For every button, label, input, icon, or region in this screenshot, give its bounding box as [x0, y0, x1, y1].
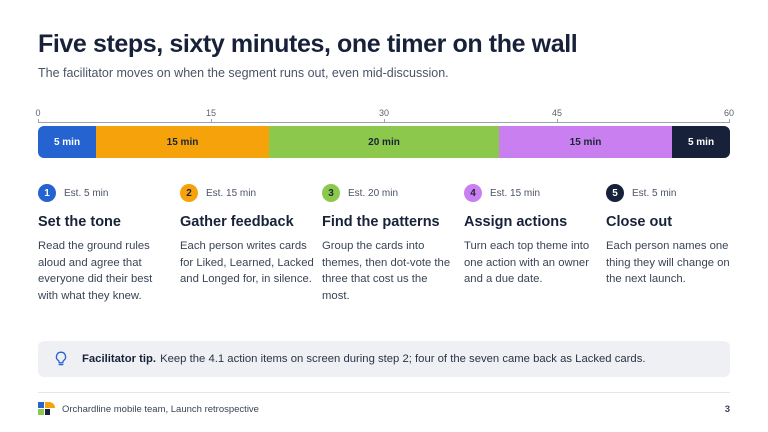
team-logo	[38, 402, 56, 416]
step-description: Each person names one thing they will ch…	[606, 240, 730, 285]
step-card: 1 Est. 5 min Set the tone Read the groun…	[38, 184, 172, 304]
step-number-badge: 1	[38, 184, 56, 202]
step-description: Read the ground rules aloud and agree th…	[38, 240, 153, 302]
step-title: Close out	[606, 214, 673, 230]
tip-label: Facilitator tip.	[82, 353, 157, 365]
timeline-segment-close-out: 5 min	[672, 126, 730, 158]
step-description: Each person writes cards for Liked, Lear…	[180, 240, 314, 285]
step-estimate: Est. 5 min	[632, 187, 677, 199]
step-title: Assign actions	[464, 214, 568, 230]
axis-tick-label: 60	[723, 108, 735, 118]
step-number-badge: 5	[606, 184, 624, 202]
axis-tick-mark	[38, 119, 39, 123]
step-estimate: Est. 15 min	[490, 187, 541, 199]
step-card: 2 Est. 15 min Gather feedback Each perso…	[180, 184, 314, 288]
step-estimate: Est. 15 min	[206, 187, 257, 199]
step-description: Turn each top theme into one action with…	[464, 240, 590, 285]
step-number-badge: 2	[180, 184, 198, 202]
axis-tick-mark	[729, 119, 730, 123]
axis-tick-label: 15	[205, 108, 217, 118]
step-card: 5 Est. 5 min Close out Each person names…	[606, 184, 740, 288]
step-title: Find the patterns	[322, 214, 440, 230]
timeline-segment-find-the-patterns: 20 min	[269, 126, 499, 158]
facilitator-tip: Facilitator tip. Keep the 4.1 action ite…	[38, 341, 730, 377]
axis-tick-mark	[211, 119, 212, 123]
footer-divider	[38, 392, 730, 393]
axis-tick-mark	[557, 119, 558, 123]
step-number-badge: 3	[322, 184, 340, 202]
timeline-segment-assign-actions: 15 min	[499, 126, 672, 158]
footer-text: Orchardline mobile team, Launch retrospe…	[62, 404, 259, 415]
timeline-bar: 5 min 15 min 20 min 15 min 5 min	[38, 126, 730, 158]
axis-tick-label: 45	[551, 108, 563, 118]
step-list: 1 Est. 5 min Set the tone Read the groun…	[38, 184, 738, 314]
axis-tick-mark	[384, 119, 385, 123]
axis-tick-label: 0	[35, 108, 41, 118]
step-estimate: Est. 20 min	[348, 187, 399, 199]
page-subtitle: The facilitator moves on when the segmen…	[38, 66, 449, 80]
timeline-axis: 0 15 30 45 60	[35, 108, 734, 128]
step-card: 4 Est. 15 min Assign actions Turn each t…	[464, 184, 598, 288]
axis-tick-label: 30	[378, 108, 390, 118]
lightbulb-icon	[54, 351, 68, 367]
timeline-segment-set-the-tone: 5 min	[38, 126, 96, 158]
page-title: Five steps, sixty minutes, one timer on …	[38, 30, 578, 58]
page-number: 3	[724, 404, 730, 415]
tip-text: Keep the 4.1 action items on screen duri…	[160, 353, 646, 365]
step-description: Group the cards into themes, then dot-vo…	[322, 240, 451, 302]
timeline-segment-gather-feedback: 15 min	[96, 126, 269, 158]
step-number-badge: 4	[464, 184, 482, 202]
step-title: Gather feedback	[180, 214, 294, 230]
step-estimate: Est. 5 min	[64, 187, 109, 199]
step-title: Set the tone	[38, 214, 121, 230]
step-card: 3 Est. 20 min Find the patterns Group th…	[322, 184, 456, 304]
